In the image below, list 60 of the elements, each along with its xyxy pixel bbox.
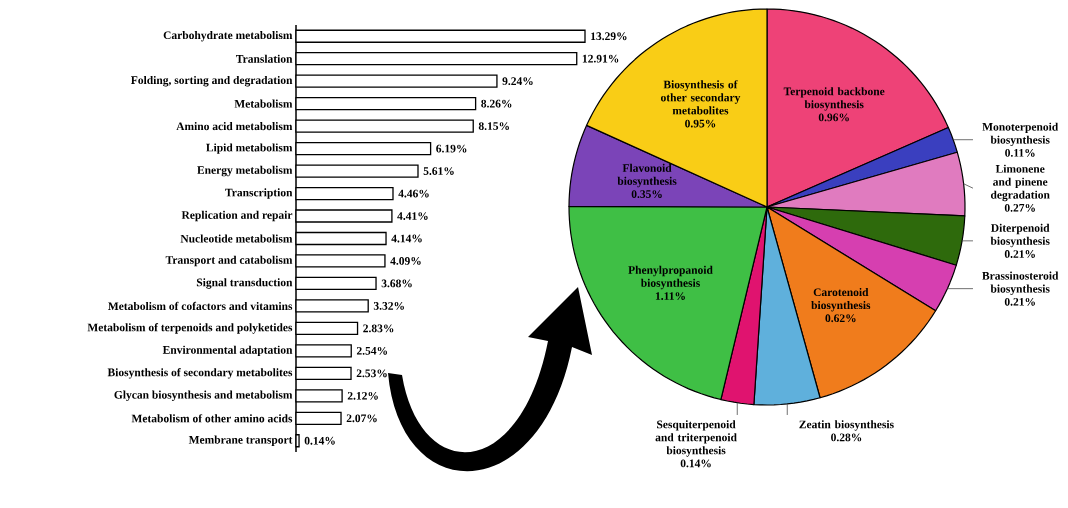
- slice-label: Sesquiterpenoid and triterpenoid biosynthesis: [655, 420, 737, 457]
- data-label: 0.11%: [1005, 148, 1035, 157]
- data-label: 0.28%: [831, 433, 862, 442]
- data-label: 9.24%: [502, 77, 533, 86]
- data-label: 0.21%: [1004, 250, 1035, 258]
- y-tick-label: Metabolism of cofactors and vitamins: [108, 301, 293, 311]
- data-label: 3.32%: [373, 302, 404, 310]
- data-label: 4.09%: [390, 257, 421, 265]
- slice-label: Terpenoid backbone biosynthesis: [783, 87, 885, 111]
- y-tick-label: Metabolism: [234, 99, 293, 108]
- y-tick-label: Replication and repair: [181, 210, 293, 222]
- y-tick-label: Transcription: [225, 188, 293, 199]
- data-label: 5.61%: [423, 167, 454, 175]
- y-tick-label: Glycan biosynthesis and metabolism: [114, 390, 293, 402]
- y-tick-label: Signal transduction: [196, 278, 293, 289]
- data-label: 0.96%: [818, 113, 849, 122]
- data-label: 6.19%: [436, 144, 467, 153]
- data-label: 3.68%: [381, 279, 412, 288]
- y-tick-label: Amino acid metabolism: [176, 122, 293, 131]
- y-tick-label: Membrane transport: [188, 435, 293, 446]
- data-label: 2.53%: [356, 369, 387, 378]
- data-label: 0.14%: [304, 436, 335, 445]
- y-tick-label: Metabolism of other amino acids: [131, 414, 293, 423]
- data-label: 0.35%: [631, 190, 662, 198]
- y-tick-label: Biosynthesis of secondary metabolites: [107, 368, 293, 379]
- slice-label: Flavonoid biosynthesis: [617, 163, 677, 188]
- slice-label: Diterpenoid biosynthesis: [990, 223, 1050, 248]
- data-label: 0.62%: [825, 314, 856, 323]
- y-tick-label: Transport and catabolism: [165, 255, 293, 267]
- y-tick-label: Carbohydrate metabolism: [163, 31, 293, 42]
- data-label: 8.15%: [478, 122, 509, 131]
- slice-label: Zeatin biosynthesis: [799, 420, 894, 431]
- y-tick-label: Metabolism of terpenoids and polyketides: [87, 323, 293, 334]
- data-label: 0.27%: [1004, 203, 1035, 212]
- y-tick-label: Energy metabolism: [197, 165, 293, 177]
- data-label: 0.14%: [680, 459, 711, 468]
- slice-label: Monoterpenoid biosynthesis: [982, 122, 1059, 147]
- data-label: 4.46%: [398, 189, 429, 198]
- slice-label: Phenylpropanoid biosynthesis: [628, 265, 713, 290]
- slice-label: Carotenoid biosynthesis: [811, 288, 871, 312]
- data-label: 0.95%: [685, 119, 716, 128]
- data-label: 2.54%: [356, 346, 387, 355]
- data-label: 2.12%: [347, 391, 378, 400]
- slice-label: Brassinosteroid biosynthesis: [982, 271, 1059, 296]
- y-tick-label: Translation: [235, 54, 293, 63]
- data-label: 0.21%: [1004, 297, 1035, 306]
- data-label: 2.83%: [363, 324, 394, 333]
- data-label: 12.91%: [582, 54, 619, 63]
- data-label: 8.26%: [481, 99, 512, 108]
- y-tick-label: Folding, sorting and degradation: [131, 75, 293, 87]
- y-tick-label: Nucleotide metabolism: [180, 234, 293, 243]
- slice-label: Limonene and pinene degradation: [990, 164, 1050, 202]
- data-label: 13.29%: [591, 32, 627, 41]
- y-tick-label: Environmental adaptation: [162, 345, 293, 357]
- data-label: 1.11%: [655, 292, 685, 300]
- slice-label: Biosynthesis of other secondary metabolites: [660, 80, 741, 115]
- data-label: 4.14%: [391, 234, 422, 243]
- data-label: 4.41%: [397, 212, 428, 220]
- data-label: 2.07%: [346, 414, 377, 423]
- y-tick-label: Lipid metabolism: [206, 143, 293, 154]
